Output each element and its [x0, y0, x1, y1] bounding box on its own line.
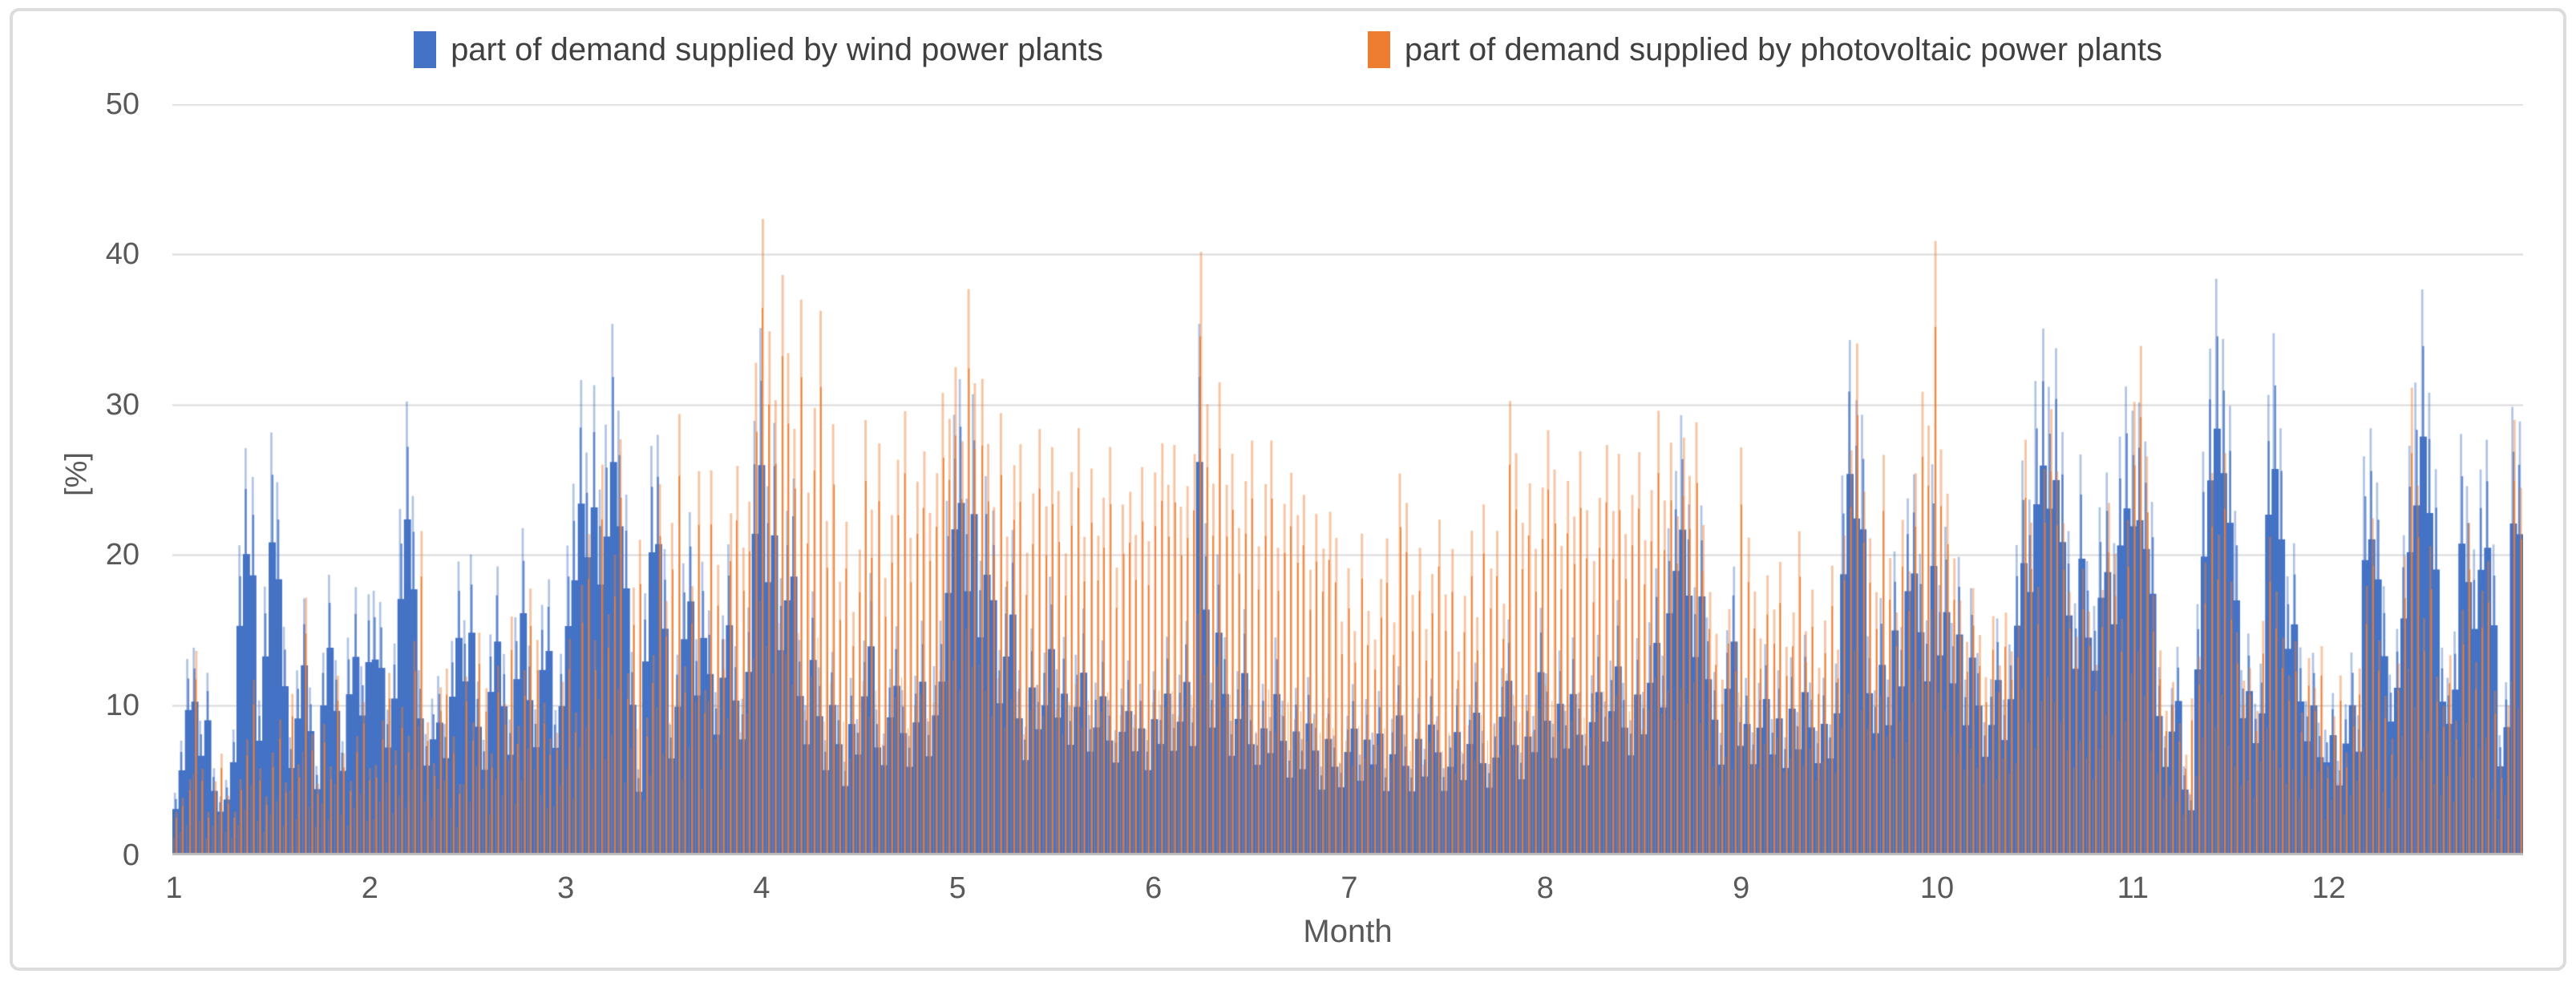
x-tick-label: 4 — [753, 871, 770, 905]
x-tick-label: 12 — [2311, 871, 2346, 905]
chart-canvas — [172, 104, 2523, 855]
legend-item-wind: part of demand supplied by wind power pl… — [414, 31, 1103, 68]
x-axis-title: Month — [1303, 914, 1393, 949]
legend: part of demand supplied by wind power pl… — [0, 27, 2576, 72]
x-tick-label: 7 — [1341, 871, 1358, 905]
legend-item-pv: part of demand supplied by photovoltaic … — [1367, 31, 2162, 68]
y-tick-label: 0 — [122, 839, 140, 872]
x-tick-label: 3 — [557, 871, 575, 905]
x-tick-label: 5 — [948, 871, 966, 905]
y-tick-label: 40 — [105, 237, 140, 272]
wind-legend-label: part of demand supplied by wind power pl… — [451, 31, 1103, 67]
x-tick-label: 10 — [1919, 871, 1955, 905]
pv-series-swatch-icon — [1367, 31, 1390, 68]
x-tick-label: 11 — [2117, 871, 2149, 905]
x-tick-label: 8 — [1536, 871, 1554, 905]
y-tick-label: 20 — [105, 538, 140, 572]
pv-legend-label: part of demand supplied by photovoltaic … — [1404, 31, 2162, 67]
y-tick-label: 30 — [105, 387, 140, 422]
wind-series-swatch-icon — [414, 31, 437, 68]
x-tick-label: 9 — [1733, 871, 1750, 905]
x-tick-label: 6 — [1145, 871, 1163, 905]
x-tick-label: 1 — [165, 871, 183, 905]
y-tick-label: 50 — [105, 87, 140, 121]
y-axis-title: [%] — [59, 452, 94, 496]
x-tick-label: 2 — [361, 871, 378, 905]
y-tick-label: 10 — [105, 688, 140, 722]
